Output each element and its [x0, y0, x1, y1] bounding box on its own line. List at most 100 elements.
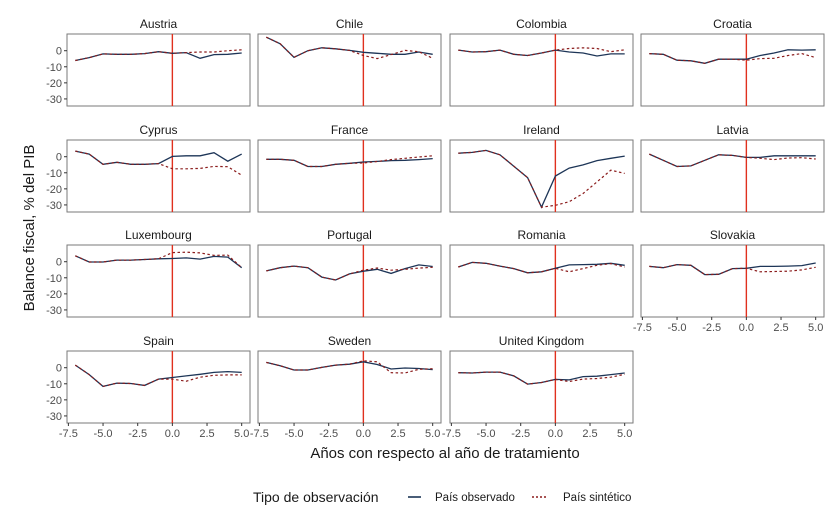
x-tick-label: 0.0 [548, 428, 563, 440]
series-line-observed [266, 361, 433, 371]
panel-title: Cyprus [139, 123, 177, 137]
x-tick-label: 2.5 [390, 428, 405, 440]
x-tick-label: 2.5 [773, 322, 788, 334]
series-line-synthetic [74, 364, 242, 388]
y-tick-label: -30 [46, 305, 62, 317]
y-tick-label: -20 [46, 184, 62, 196]
panel-latvia: Latvia [640, 123, 825, 213]
series-line-synthetic [266, 36, 433, 60]
x-tick-label: -7.5 [250, 428, 269, 440]
panel-title: Romania [517, 228, 565, 242]
x-tick-label: -7.5 [442, 428, 461, 440]
panel-title: Ireland [523, 123, 560, 137]
series-line-synthetic [649, 153, 816, 168]
legend-title: Tipo de observación [253, 489, 379, 505]
y-tick-label: -30 [46, 411, 62, 423]
panel-border [257, 350, 442, 424]
panel-portugal: Portugal [257, 228, 442, 318]
x-tick-label: -2.5 [511, 428, 530, 440]
x-tick-label: 5.0 [234, 428, 249, 440]
series-line-observed [75, 51, 242, 62]
panel-title: Austria [140, 17, 178, 31]
panel-slovakia: Slovakia -7.5 -5.0 -2.5 0.0 2.5 5.0 [633, 228, 825, 334]
panel-sweden: Sweden -7.5 -5.0 -2.5 0.0 2.5 5.0 [250, 334, 442, 440]
legend: Tipo de observación País observado País … [253, 489, 631, 505]
panel-colombia: Colombia [449, 17, 634, 107]
panel-spain: Spain 0 -10 -20 -30 -7.5 -5.0 -2.5 0.0 2.5 5.0 [46, 334, 251, 440]
panel-title: Chile [336, 17, 364, 31]
panel-border [449, 350, 634, 424]
x-tick-label: -5.0 [94, 428, 113, 440]
panel-title: Spain [143, 334, 174, 348]
series-line-synthetic [458, 371, 625, 385]
y-tick-label: 0 [56, 152, 62, 164]
x-tick-label: 0.0 [356, 428, 371, 440]
x-tick-label: 0.0 [165, 428, 180, 440]
panel-border [66, 139, 251, 213]
y-tick-label: 0 [56, 257, 62, 269]
x-tick-label: 5.0 [425, 428, 440, 440]
y-tick-label: 0 [56, 46, 62, 58]
panel-border [640, 33, 825, 107]
panel-france: France [257, 123, 442, 213]
y-tick-label: -20 [46, 78, 62, 90]
series-line-observed [649, 262, 816, 276]
panel-border [640, 244, 825, 318]
x-tick-label: -7.5 [59, 428, 78, 440]
x-tick-label: 2.5 [582, 428, 597, 440]
series-line-observed [458, 49, 625, 57]
x-tick-label: -2.5 [128, 428, 147, 440]
panel-luxembourg: Luxembourg 0 -10 -20 -30 [46, 228, 251, 318]
panel-title: Sweden [328, 334, 371, 348]
panel-border [66, 33, 251, 107]
panel-title: France [331, 123, 369, 137]
panel-border [257, 244, 442, 318]
panel-ireland: Ireland [449, 123, 634, 213]
panel-title: Portugal [327, 228, 372, 242]
x-tick-label: -5.0 [285, 428, 304, 440]
panel-border [257, 33, 442, 107]
x-tick-label: -2.5 [702, 322, 721, 334]
panel-united-kingdom: United Kingdom -7.5 -5.0 -2.5 0.0 2.5 5.0 [442, 334, 634, 440]
x-tick-label: -5.0 [668, 322, 687, 334]
series-line-synthetic [649, 52, 816, 64]
series-line-synthetic [458, 149, 625, 208]
panel-croatia: Croatia [640, 17, 825, 107]
series-line-synthetic [458, 261, 625, 274]
y-tick-label: -10 [46, 168, 62, 180]
x-axis-title: Años con respecto al año de tratamiento [310, 445, 579, 462]
panel-border [449, 139, 634, 213]
panel-romania: Romania [449, 228, 634, 318]
panel-title: Croatia [713, 17, 752, 31]
series-line-observed [75, 255, 243, 269]
legend-label-observed: País observado [435, 492, 515, 504]
panel-border [257, 139, 442, 213]
x-tick-label: 5.0 [808, 322, 823, 334]
panel-chile: Chile [257, 17, 442, 107]
series-line-observed [266, 157, 433, 168]
x-tick-label: 2.5 [199, 428, 214, 440]
x-tick-label: -7.5 [633, 322, 652, 334]
series-line-synthetic [266, 155, 433, 168]
panel-border [449, 33, 634, 107]
series-line-synthetic [75, 251, 243, 269]
panel-border [66, 350, 251, 424]
y-tick-label: -20 [46, 395, 62, 407]
y-tick-label: -10 [46, 62, 62, 74]
x-tick-label: 5.0 [617, 428, 632, 440]
series-line-observed [266, 264, 433, 281]
y-tick-label: -30 [46, 200, 62, 212]
panel-austria: Austria 0 -10 -20 -30 [46, 17, 251, 107]
y-tick-label: 0 [56, 363, 62, 375]
y-tick-label: -10 [46, 379, 62, 391]
panel-border [640, 139, 825, 213]
x-tick-label: 0.0 [739, 322, 754, 334]
series-line-synthetic [458, 47, 625, 57]
panel-title: Latvia [716, 123, 748, 137]
y-axis-title: Balance fiscal, % del PIB [21, 145, 38, 312]
panel-cyprus: Cyprus 0 -10 -20 -30 [46, 123, 251, 213]
x-tick-label: -2.5 [319, 428, 338, 440]
panel-border [449, 244, 634, 318]
